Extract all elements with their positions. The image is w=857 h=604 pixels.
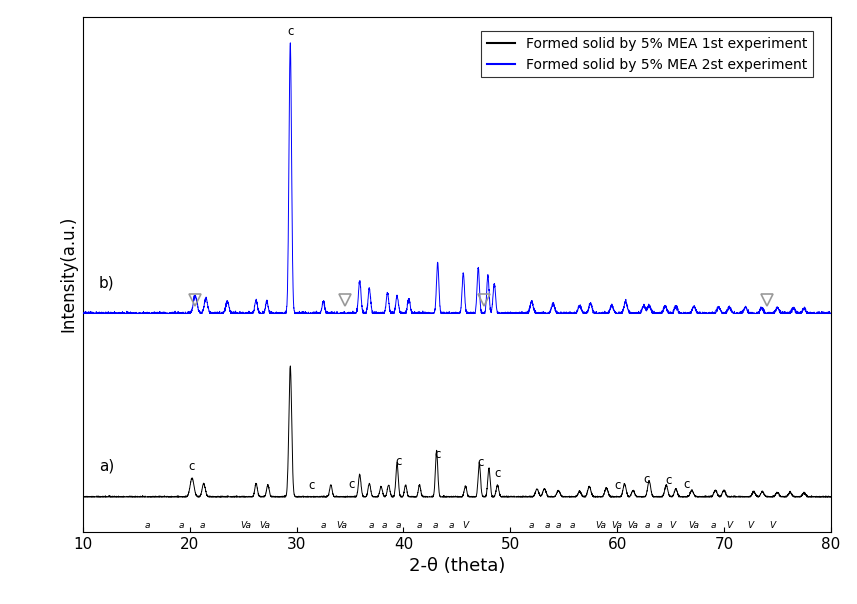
Text: c: c [309,479,315,492]
Text: c: c [434,448,440,461]
Text: a): a) [99,458,114,474]
Text: c: c [189,460,195,474]
Text: a: a [200,521,206,530]
Text: a: a [433,521,438,530]
Text: a: a [381,521,387,530]
Text: a: a [395,521,401,530]
Text: c: c [665,474,672,487]
Text: Va: Va [596,521,607,530]
Text: Va: Va [612,521,622,530]
Text: b): b) [99,275,115,291]
Text: a: a [529,521,535,530]
Text: c: c [477,455,483,469]
Text: V: V [726,521,732,530]
Text: c: c [683,478,690,492]
Text: c: c [644,472,650,486]
Text: c: c [494,467,500,480]
Text: c: c [287,25,293,39]
Text: Va: Va [688,521,699,530]
Text: Va: Va [627,521,638,530]
Text: Va: Va [240,521,251,530]
Text: a: a [369,521,375,530]
Text: a: a [321,521,327,530]
Text: a: a [570,521,575,530]
Text: Va: Va [259,521,270,530]
Text: c: c [614,478,620,492]
X-axis label: 2-θ (theta): 2-θ (theta) [409,557,505,575]
Text: c: c [348,478,354,491]
Text: V: V [747,521,753,530]
Text: a: a [145,521,150,530]
Legend: Formed solid by 5% MEA 1st experiment, Formed solid by 5% MEA 2st experiment: Formed solid by 5% MEA 1st experiment, F… [481,31,812,77]
Text: V: V [769,521,775,530]
Text: a: a [178,521,184,530]
Text: a: a [545,521,550,530]
Text: a: a [644,521,650,530]
Y-axis label: Intensity(a.u.): Intensity(a.u.) [59,216,77,332]
Text: Va: Va [336,521,347,530]
Text: a: a [555,521,561,530]
Text: V: V [669,521,675,530]
Text: a: a [710,521,716,530]
Text: c: c [395,455,401,468]
Text: V: V [463,521,469,530]
Text: a: a [449,521,454,530]
Text: a: a [417,521,423,530]
Text: a: a [657,521,662,530]
